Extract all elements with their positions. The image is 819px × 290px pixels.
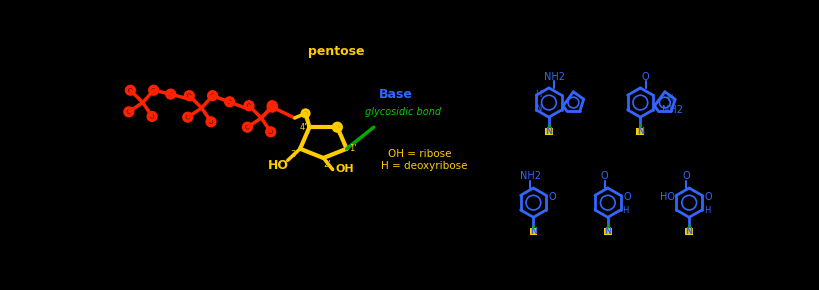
FancyBboxPatch shape (603, 229, 611, 235)
Text: 3': 3' (290, 151, 297, 160)
Text: NH2: NH2 (519, 171, 541, 182)
Text: pentose: pentose (308, 45, 364, 58)
Text: N: N (534, 104, 541, 113)
Text: N: N (529, 227, 536, 236)
Text: O: O (641, 72, 649, 82)
Text: N: N (685, 227, 692, 236)
Text: N: N (636, 127, 643, 136)
Text: 1': 1' (349, 144, 356, 153)
Text: H: H (622, 206, 628, 215)
Text: H: H (666, 94, 672, 103)
FancyBboxPatch shape (529, 229, 536, 235)
Text: 4': 4' (299, 123, 306, 132)
Text: O: O (600, 171, 608, 182)
Text: NH2: NH2 (543, 72, 564, 82)
Text: N: N (604, 227, 610, 236)
Text: glycosidic bond: glycosidic bond (364, 107, 441, 117)
Text: O: O (548, 191, 555, 202)
Text: O: O (622, 191, 630, 202)
Text: H: H (703, 206, 709, 215)
Text: OH: OH (335, 164, 354, 174)
Text: H = deoxyribose: H = deoxyribose (381, 161, 468, 171)
Text: NH2: NH2 (662, 105, 682, 115)
Text: O: O (681, 171, 689, 182)
Text: H: H (534, 90, 541, 99)
Text: OH = ribose: OH = ribose (387, 149, 450, 159)
Text: HO: HO (268, 159, 288, 172)
Text: Base: Base (378, 88, 412, 102)
Text: O: O (704, 191, 712, 202)
Text: HO: HO (659, 191, 674, 202)
Text: 2': 2' (324, 160, 331, 169)
FancyBboxPatch shape (636, 128, 644, 135)
FancyBboxPatch shape (685, 229, 692, 235)
FancyBboxPatch shape (545, 128, 552, 135)
Text: N: N (545, 127, 552, 136)
